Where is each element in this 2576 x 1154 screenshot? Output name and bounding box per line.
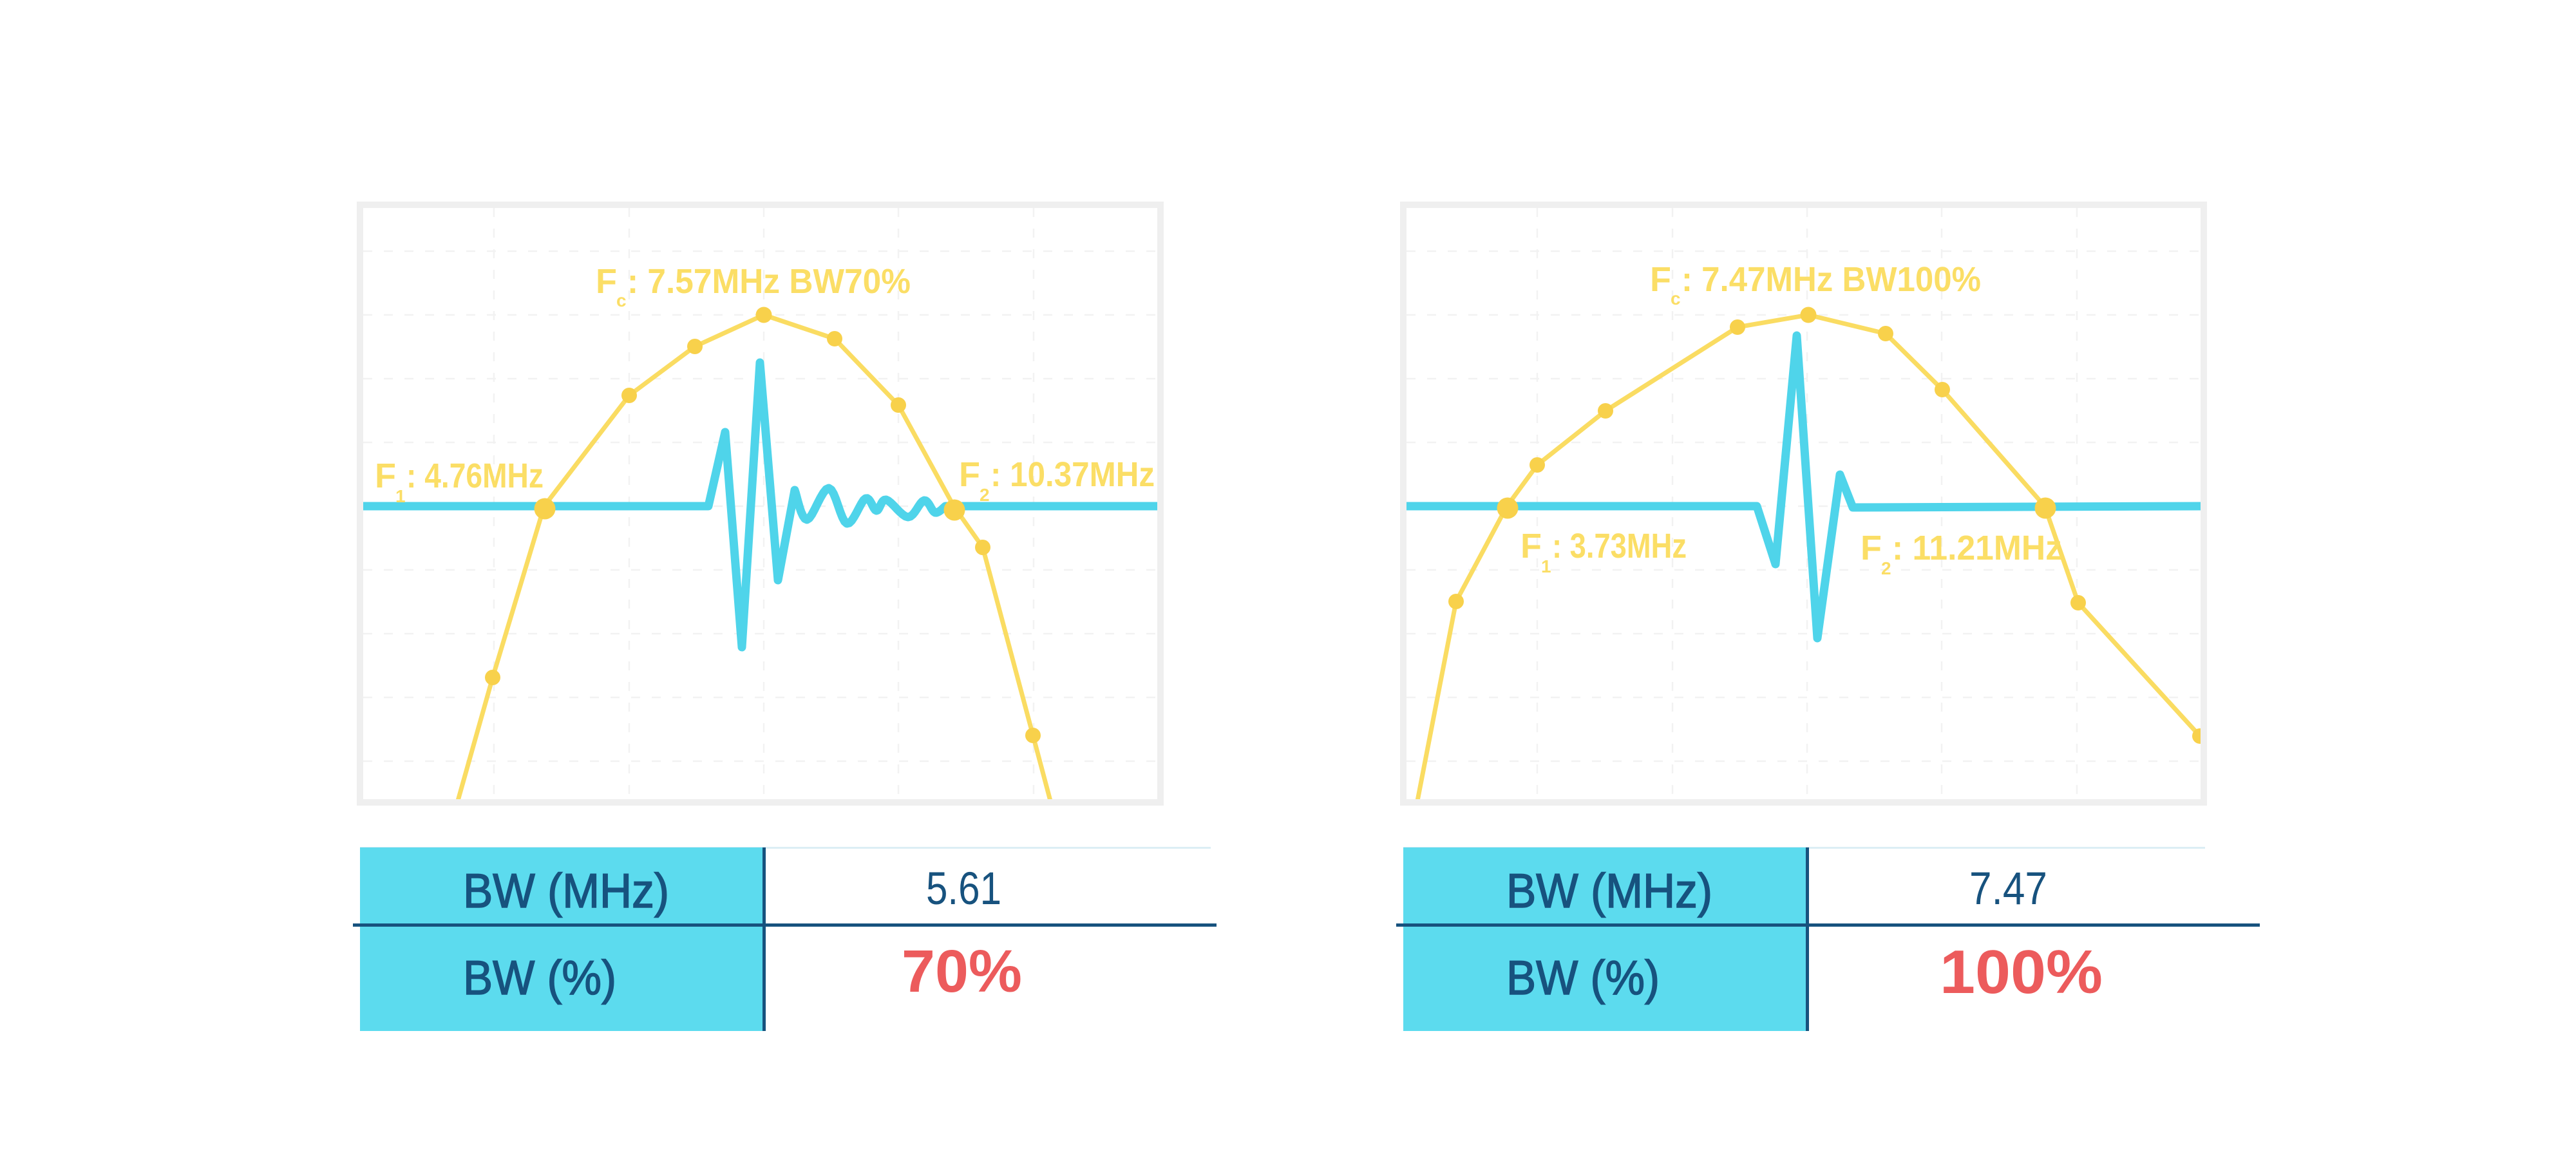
svg-text:: 7.47MHz BW100%: : 7.47MHz BW100% bbox=[1681, 260, 1981, 299]
svg-text:BW (%): BW (%) bbox=[1506, 951, 1660, 1005]
svg-text:100%: 100% bbox=[1940, 938, 2103, 1007]
svg-text:BW (MHz): BW (MHz) bbox=[1506, 864, 1712, 918]
svg-text:70%: 70% bbox=[902, 938, 1022, 1005]
svg-text:: 11.21MHz: : 11.21MHz bbox=[1892, 529, 2062, 567]
svg-text:: 7.57MHz BW70%: : 7.57MHz BW70% bbox=[627, 262, 911, 301]
svg-text:BW (%): BW (%) bbox=[463, 951, 616, 1005]
svg-text:c: c bbox=[1671, 288, 1681, 308]
svg-text:7.47: 7.47 bbox=[1969, 864, 2047, 914]
svg-text:F: F bbox=[959, 455, 980, 494]
svg-text:: 3.73MHz: : 3.73MHz bbox=[1552, 527, 1687, 565]
svg-text:BW (MHz): BW (MHz) bbox=[463, 864, 669, 918]
svg-text:5.61: 5.61 bbox=[926, 864, 1001, 914]
svg-text:F: F bbox=[1520, 527, 1542, 565]
svg-text:F: F bbox=[375, 457, 396, 495]
svg-text:: 10.37MHz: : 10.37MHz bbox=[990, 455, 1155, 494]
svg-text:1: 1 bbox=[395, 486, 406, 506]
svg-text:c: c bbox=[616, 290, 627, 310]
svg-text:1: 1 bbox=[1541, 556, 1551, 576]
svg-text:F: F bbox=[1861, 529, 1882, 567]
svg-text:F: F bbox=[1650, 260, 1671, 299]
svg-text:2: 2 bbox=[980, 485, 990, 505]
svg-text:2: 2 bbox=[1881, 558, 1891, 578]
svg-text:: 4.76MHz: : 4.76MHz bbox=[406, 457, 544, 495]
svg-text:F: F bbox=[596, 262, 617, 301]
